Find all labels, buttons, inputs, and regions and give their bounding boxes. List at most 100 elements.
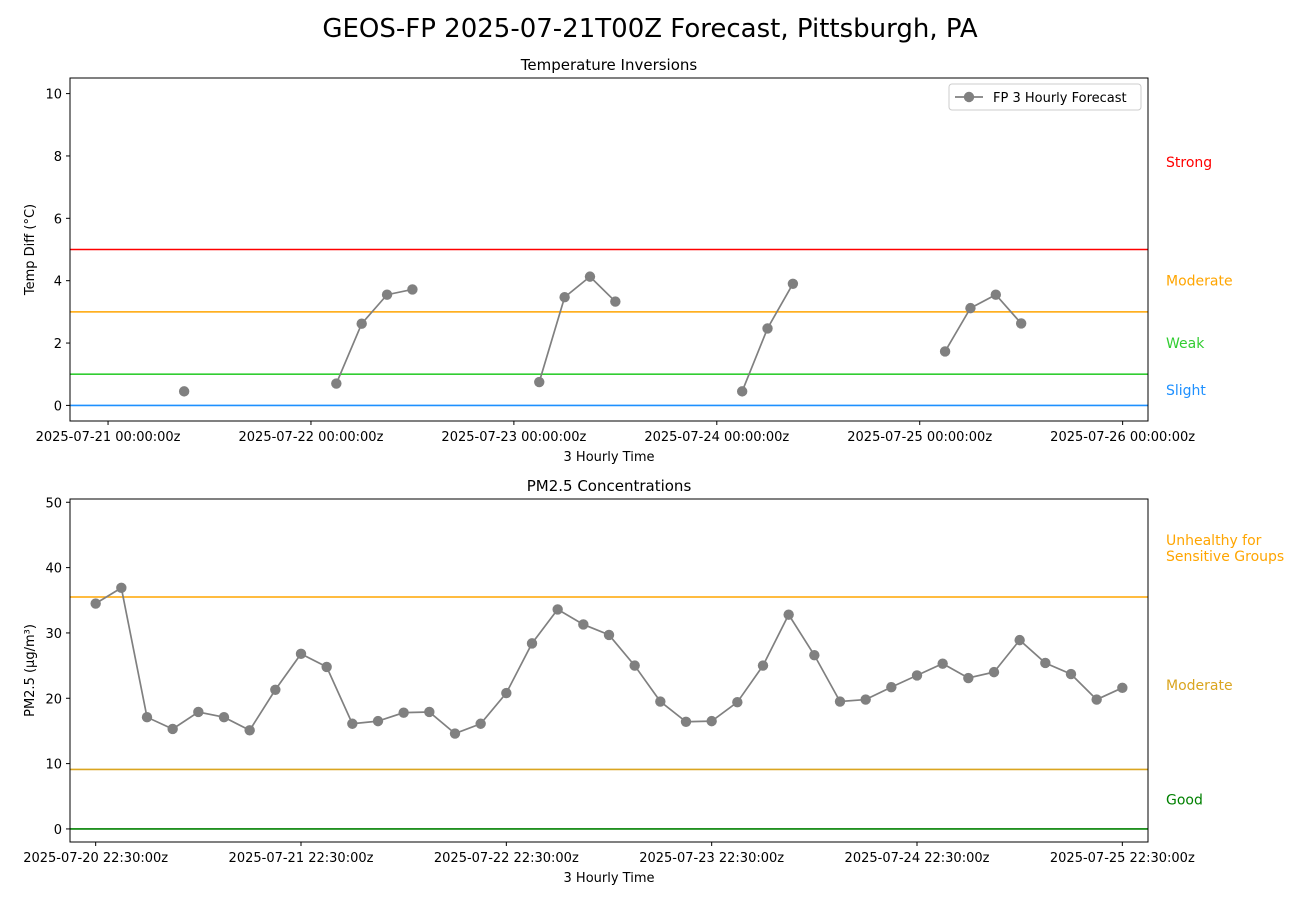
- pm25-data-point: [757, 660, 769, 671]
- temp-data-point: [559, 292, 570, 303]
- pm25-data-point: [783, 609, 794, 620]
- pm25-xlabel: 3 Hourly Time: [564, 871, 655, 886]
- temp-ylabel: Temp Diff (°C): [23, 204, 38, 296]
- pm25-data-point: [809, 649, 820, 661]
- pm25-data-point: [603, 629, 615, 641]
- pm25-title: PM2.5 Concentrations: [527, 477, 692, 495]
- pm25-data-point: [321, 661, 332, 673]
- temp-xtick-label: 2025-07-21 00:00:00z: [36, 430, 181, 445]
- pm25-data-point: [732, 696, 743, 708]
- temp-xtick-label: 2025-07-25 00:00:00z: [847, 430, 992, 445]
- pm25-threshold-label-1: Moderate: [1166, 678, 1233, 694]
- pm25-data-point: [1014, 634, 1025, 646]
- pm25-axes-frame: [69, 498, 1149, 843]
- pm25-data-point: [578, 619, 589, 630]
- temp-legend-box: [948, 83, 1142, 111]
- temp-series-line-2: [538, 275, 616, 383]
- temp-data-point: [990, 289, 1002, 300]
- temp-ytick-label: 2: [54, 337, 62, 352]
- pm25-data-point: [501, 687, 512, 699]
- pm25-data-point: [655, 696, 666, 707]
- pm25-data-point: [244, 725, 255, 736]
- temp-data-point: [965, 302, 976, 314]
- pm25-data-point: [347, 718, 358, 729]
- temp-data-point: [1015, 318, 1027, 329]
- pm25-data-point: [116, 582, 127, 594]
- temp-legend-label: FP 3 Hourly Forecast: [993, 91, 1127, 106]
- temp-data-point: [356, 318, 367, 329]
- pm25-threshold-label-0: Unhealthy for Sensitive Groups: [1166, 533, 1284, 565]
- temp-data-point: [584, 271, 596, 282]
- pm25-data-point: [834, 696, 846, 707]
- temp-series-line-3: [741, 283, 794, 392]
- pm25-data-point: [860, 694, 871, 705]
- pm25-data-point: [706, 715, 717, 727]
- temp-data-point: [178, 386, 190, 397]
- temp-data-point: [787, 278, 799, 289]
- pm25-data-point: [1091, 694, 1102, 705]
- pm25-ylabel: PM2.5 (μg/m³): [23, 624, 38, 717]
- temp-xlabel: 3 Hourly Time: [564, 450, 655, 465]
- pm25-xtick-label: 2025-07-22 22:30:00z: [434, 851, 579, 866]
- pm25-threshold-label-2: Good: [1166, 793, 1203, 809]
- temp-data-point: [331, 378, 342, 389]
- temp-data-point: [762, 323, 773, 334]
- pm25-data-point: [449, 728, 461, 739]
- pm25-data-point: [270, 684, 281, 695]
- pm25-data-point: [526, 638, 538, 649]
- temp-data-point: [736, 386, 748, 397]
- pm25-data-point: [295, 648, 307, 660]
- pm25-data-point: [1117, 682, 1128, 694]
- pm25-data-point: [552, 604, 563, 615]
- pm25-data-point: [141, 712, 153, 723]
- temp-ytick-label: 6: [54, 212, 62, 227]
- temp-xtick-label: 2025-07-22 00:00:00z: [239, 430, 384, 445]
- pm25-data-point: [680, 716, 692, 727]
- temp-axes-frame: [69, 77, 1149, 422]
- temp-threshold-label-0: Strong: [1166, 155, 1212, 171]
- temp-data-point: [407, 284, 418, 295]
- pm25-data-point: [937, 658, 948, 669]
- pm25-ytick-label: 30: [45, 627, 62, 642]
- pm25-data-point: [372, 715, 384, 727]
- pm25-data-point: [1065, 668, 1077, 680]
- pm25-data-point: [424, 706, 435, 718]
- temp-ytick-label: 0: [54, 399, 62, 414]
- pm25-ytick-label: 40: [45, 562, 62, 577]
- pm25-xtick-label: 2025-07-24 22:30:00z: [845, 851, 990, 866]
- temp-threshold-label-1: Moderate: [1166, 274, 1233, 290]
- temp-threshold-label-3: Slight: [1166, 383, 1206, 399]
- pm25-data-point: [886, 681, 897, 693]
- temp-ytick-label: 8: [54, 150, 62, 165]
- temp-xtick-label: 2025-07-23 00:00:00z: [441, 430, 586, 445]
- pm25-xtick-label: 2025-07-20 22:30:00z: [23, 851, 168, 866]
- pm25-ytick-label: 10: [45, 758, 62, 773]
- pm25-ytick-label: 0: [54, 823, 62, 838]
- pm25-data-point: [629, 660, 640, 671]
- pm25-ytick-label: 20: [45, 692, 62, 707]
- pm25-data-point: [90, 598, 101, 609]
- pm25-xtick-label: 2025-07-21 22:30:00z: [229, 851, 374, 866]
- temp-ytick-label: 4: [54, 275, 62, 290]
- pm25-ytick-label: 50: [45, 496, 62, 511]
- pm25-data-point: [911, 670, 923, 681]
- temp-series-line-4: [944, 293, 1022, 352]
- figure-title: GEOS-FP 2025-07-21T00Z Forecast, Pittsbu…: [322, 14, 978, 44]
- pm25-data-point: [193, 706, 204, 718]
- pm25-data-point: [398, 707, 409, 718]
- pm25-xtick-label: 2025-07-23 22:30:00z: [639, 851, 784, 866]
- pm25-data-point: [963, 672, 974, 684]
- pm25-data-point: [475, 718, 486, 729]
- pm25-series-line-0: [95, 586, 1123, 735]
- pm25-data-point: [988, 666, 1000, 678]
- temp-xtick-label: 2025-07-26 00:00:00z: [1050, 430, 1195, 445]
- pm25-data-point: [1040, 657, 1051, 669]
- pm25-xtick-label: 2025-07-25 22:30:00z: [1050, 851, 1195, 866]
- temp-legend-marker: [963, 91, 975, 103]
- temp-series-line-1: [335, 288, 413, 384]
- temp-data-point: [610, 296, 621, 307]
- pm25-data-point: [167, 723, 178, 735]
- temp-data-point: [381, 289, 393, 300]
- temp-xtick-label: 2025-07-24 00:00:00z: [644, 430, 789, 445]
